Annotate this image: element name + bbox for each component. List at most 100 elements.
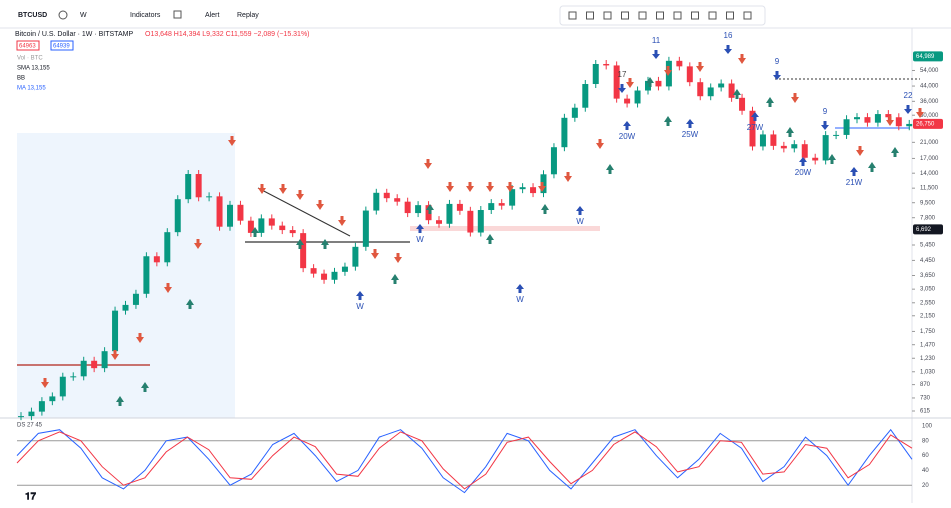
indicators-button[interactable]: Indicators bbox=[130, 12, 161, 19]
y-tick-label: 870 bbox=[920, 382, 931, 388]
candle bbox=[467, 210, 474, 233]
candle bbox=[91, 360, 98, 369]
candle bbox=[132, 293, 139, 305]
candle bbox=[101, 351, 108, 369]
symbol[interactable]: BTCUSD bbox=[18, 12, 47, 19]
candle bbox=[321, 273, 328, 280]
oscillator-line bbox=[16, 431, 913, 490]
arrow bbox=[516, 284, 524, 293]
signal-arrow bbox=[316, 200, 324, 210]
signal-arrow bbox=[868, 162, 876, 172]
candle bbox=[18, 416, 24, 418]
arrow bbox=[850, 167, 858, 176]
y-tick-label: 36,000 bbox=[920, 99, 939, 105]
annotation: 20W bbox=[795, 168, 812, 177]
arrow bbox=[356, 291, 364, 300]
signal-arrow bbox=[338, 216, 346, 226]
signal-arrow bbox=[596, 139, 604, 149]
signal-arrow bbox=[733, 89, 741, 99]
price-label-box bbox=[913, 118, 943, 129]
candle bbox=[268, 218, 275, 226]
signal-arrow bbox=[626, 78, 634, 88]
tool-icon bbox=[638, 11, 647, 20]
y-tick-label: 14,000 bbox=[920, 171, 939, 177]
signal-arrow bbox=[426, 204, 434, 214]
tool-icon bbox=[743, 11, 752, 20]
candle bbox=[833, 134, 840, 136]
candle bbox=[80, 360, 87, 377]
bid-box[interactable] bbox=[16, 40, 40, 51]
candle bbox=[227, 204, 233, 227]
alert-button[interactable]: Alert bbox=[205, 12, 219, 19]
tool-icon bbox=[708, 11, 717, 20]
y-tick-label: 20 bbox=[922, 483, 929, 489]
candle bbox=[477, 210, 484, 233]
arrow bbox=[623, 121, 631, 130]
candle bbox=[498, 203, 505, 206]
annotation: 9 bbox=[775, 57, 780, 66]
oscillator-line bbox=[16, 428, 913, 494]
candle bbox=[258, 218, 265, 233]
candle bbox=[571, 107, 578, 118]
y-tick-label: 60 bbox=[922, 453, 929, 459]
y-tick-label: 21,000 bbox=[920, 140, 939, 146]
annotation: 20W bbox=[619, 132, 636, 141]
price-label: 64,989 bbox=[916, 54, 935, 60]
annotation: 16 bbox=[724, 31, 733, 40]
signal-arrow bbox=[564, 172, 572, 182]
tool-icon bbox=[586, 11, 594, 20]
bid: 64963 bbox=[19, 44, 36, 50]
signal-arrow bbox=[541, 204, 549, 214]
candle bbox=[885, 114, 892, 118]
signal-arrow bbox=[279, 184, 287, 194]
candle bbox=[718, 83, 725, 88]
interval[interactable]: W bbox=[80, 12, 87, 19]
candle bbox=[603, 63, 610, 66]
signal-arrow bbox=[41, 378, 49, 388]
ask-box[interactable] bbox=[50, 40, 74, 51]
logo: 𝟏𝟕 bbox=[25, 492, 37, 503]
replay-button[interactable]: Replay bbox=[237, 12, 259, 19]
drawing-tools[interactable] bbox=[568, 11, 752, 20]
drawing-toolbar bbox=[559, 5, 766, 26]
candle bbox=[383, 192, 390, 199]
signal-arrow bbox=[664, 116, 672, 126]
candle bbox=[174, 199, 181, 233]
y-tick-label: 5,450 bbox=[920, 243, 936, 249]
add-symbol[interactable] bbox=[58, 10, 68, 20]
signal-arrow bbox=[194, 239, 202, 249]
candle bbox=[843, 119, 850, 135]
signal-arrow bbox=[828, 154, 836, 164]
templates[interactable] bbox=[173, 10, 182, 19]
arrow bbox=[618, 84, 626, 93]
chart: 54,000 44,000 36,000 30,000 21,000 17,000 14,0… bbox=[18, 31, 943, 421]
y-tick-label: 9,500 bbox=[920, 200, 936, 206]
candle bbox=[613, 65, 620, 99]
arrow bbox=[773, 71, 781, 80]
y-tick-label: 2,150 bbox=[920, 313, 936, 319]
signal-arrow bbox=[186, 299, 194, 309]
y-tick-label: 40 bbox=[922, 468, 929, 474]
y-tick-label: 80 bbox=[922, 438, 929, 444]
indicator-label: Vol · BTC bbox=[17, 56, 43, 62]
candle bbox=[624, 98, 631, 104]
annotation: 9 bbox=[823, 107, 828, 116]
y-tick-label: 100 bbox=[922, 424, 933, 430]
y-tick-label: 3,050 bbox=[920, 287, 936, 293]
arrow bbox=[416, 224, 424, 233]
candle bbox=[697, 82, 704, 97]
candle bbox=[415, 205, 422, 214]
signal-arrow bbox=[258, 184, 266, 194]
indicator-label: BB bbox=[17, 76, 25, 82]
candle bbox=[206, 196, 213, 198]
y-tick-label: 17,000 bbox=[920, 156, 939, 162]
annotation: 25W bbox=[682, 130, 699, 139]
signal-arrow bbox=[786, 127, 794, 137]
annotation: 27W bbox=[747, 123, 764, 132]
candle bbox=[728, 83, 735, 98]
candle bbox=[185, 174, 192, 200]
arrow bbox=[576, 206, 584, 215]
signal-arrow bbox=[486, 234, 494, 244]
candle bbox=[759, 134, 766, 147]
signal-arrow bbox=[111, 350, 119, 360]
